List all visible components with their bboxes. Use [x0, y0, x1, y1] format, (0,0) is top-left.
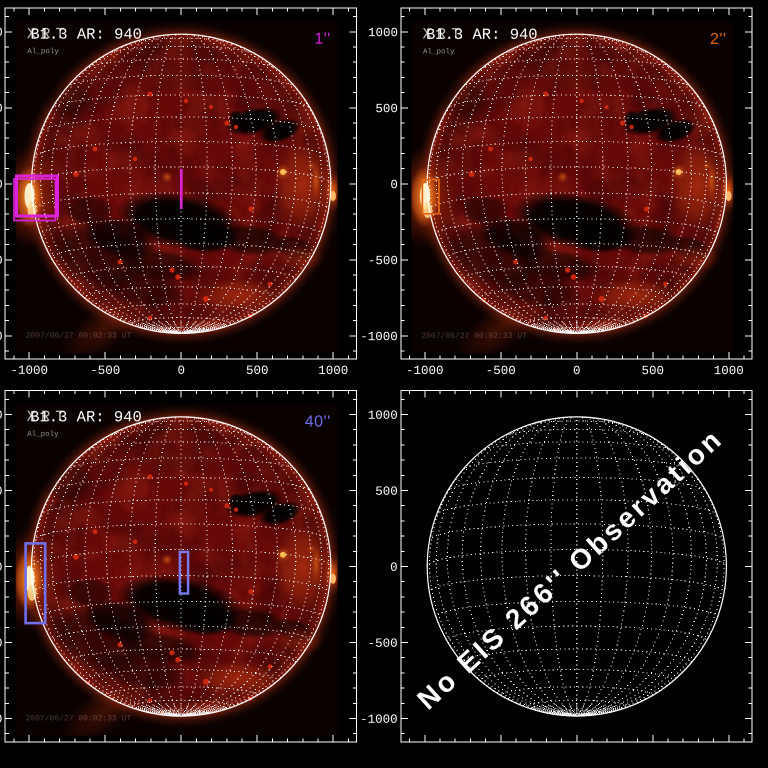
svg-text:0: 0 [0, 561, 3, 575]
svg-text:-1000: -1000 [360, 713, 398, 727]
svg-text:2007/06/27 00:02:33 UT: 2007/06/27 00:02:33 UT [421, 332, 527, 341]
svg-text:1000: 1000 [368, 409, 398, 423]
svg-text:1000: 1000 [318, 364, 348, 378]
svg-text:-1000: -1000 [360, 330, 398, 344]
svg-text:0: 0 [573, 364, 581, 378]
svg-text:1'': 1'' [314, 31, 331, 48]
svg-text:1000: 1000 [714, 364, 744, 378]
svg-text:B1.3 AR: 940: B1.3 AR: 940 [426, 26, 538, 44]
svg-text:500: 500 [642, 364, 665, 378]
svg-text:1000: 1000 [368, 26, 398, 40]
svg-text:-500: -500 [0, 637, 2, 651]
svg-text:-1000: -1000 [0, 713, 2, 727]
svg-text:XRT: XRT [27, 25, 70, 43]
svg-text:B1.3 AR: 940: B1.3 AR: 940 [30, 26, 142, 44]
svg-text:2007/06/27 00:02:33 UT: 2007/06/27 00:02:33 UT [26, 714, 132, 723]
svg-text:0: 0 [177, 364, 185, 378]
svg-text:Al_poly: Al_poly [423, 47, 455, 56]
svg-text:500: 500 [375, 102, 398, 116]
svg-text:1000: 1000 [0, 409, 3, 423]
svg-text:2'': 2'' [710, 31, 727, 48]
svg-text:XRT: XRT [27, 408, 70, 426]
svg-text:1000: 1000 [0, 26, 3, 40]
svg-text:500: 500 [0, 485, 3, 499]
svg-text:-500: -500 [486, 364, 516, 378]
svg-text:-500: -500 [90, 364, 120, 378]
svg-text:0: 0 [390, 561, 398, 575]
svg-text:-1000: -1000 [0, 330, 3, 344]
svg-text:0: 0 [390, 178, 398, 192]
svg-text:500: 500 [0, 102, 3, 116]
svg-text:40'': 40'' [305, 413, 331, 430]
svg-text:-500: -500 [368, 254, 398, 268]
svg-text:-1000: -1000 [406, 364, 444, 378]
svg-text:500: 500 [375, 485, 398, 499]
svg-text:-1000: -1000 [10, 364, 48, 378]
svg-text:-500: -500 [368, 637, 398, 651]
svg-text:Al_poly: Al_poly [27, 47, 59, 56]
svg-text:B1.3 AR: 940: B1.3 AR: 940 [30, 408, 142, 426]
svg-text:-500: -500 [0, 254, 3, 268]
svg-text:500: 500 [246, 364, 269, 378]
svg-text:Al_poly: Al_poly [27, 430, 59, 439]
svg-text:2007/06/27 00:02:33 UT: 2007/06/27 00:02:33 UT [26, 332, 132, 341]
svg-text:XRT: XRT [422, 25, 465, 43]
svg-text:0: 0 [0, 178, 3, 192]
